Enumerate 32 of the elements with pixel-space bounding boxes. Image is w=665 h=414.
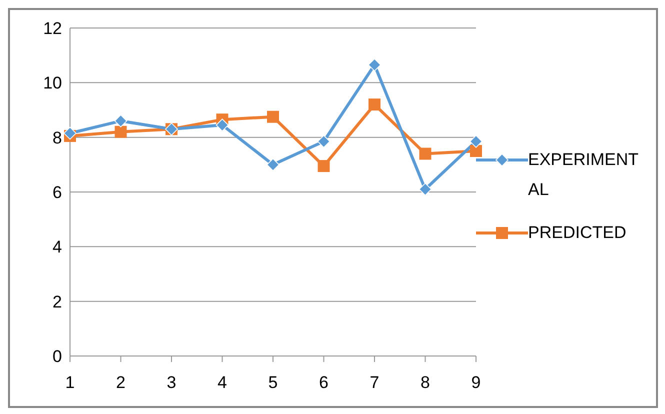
y-tick-label: 4 xyxy=(52,238,62,257)
y-tick-label: 12 xyxy=(43,19,62,38)
x-tick-label: 8 xyxy=(420,373,430,392)
x-tick-label: 4 xyxy=(218,373,227,392)
y-tick-label: 10 xyxy=(43,74,62,93)
y-tick-label: 2 xyxy=(52,292,62,312)
point xyxy=(470,135,482,148)
point xyxy=(114,114,128,128)
x-tick-label: 1 xyxy=(65,373,75,392)
point xyxy=(470,145,482,157)
legend-label: EXPERIMENTAL xyxy=(528,149,640,201)
x-tick-label: 5 xyxy=(268,373,278,392)
point xyxy=(216,118,229,132)
point xyxy=(368,58,381,72)
x-tick-label: 2 xyxy=(116,373,126,392)
x-tick-label: 3 xyxy=(166,373,176,392)
x-tick-label: 7 xyxy=(370,373,380,392)
y-tick-label: 6 xyxy=(52,183,62,202)
point xyxy=(266,158,280,172)
x-tick-label: 6 xyxy=(319,373,328,392)
y-tick-label: 0 xyxy=(52,347,62,366)
point xyxy=(114,126,127,138)
point xyxy=(64,126,76,140)
point xyxy=(318,160,330,172)
point xyxy=(418,182,432,196)
y-tick-label: 8 xyxy=(52,128,62,148)
x-tick-label: 9 xyxy=(471,373,481,392)
legend-label: PREDICTED xyxy=(528,222,628,244)
point xyxy=(368,98,380,111)
point xyxy=(267,110,279,123)
point xyxy=(317,135,330,148)
point xyxy=(419,148,432,160)
